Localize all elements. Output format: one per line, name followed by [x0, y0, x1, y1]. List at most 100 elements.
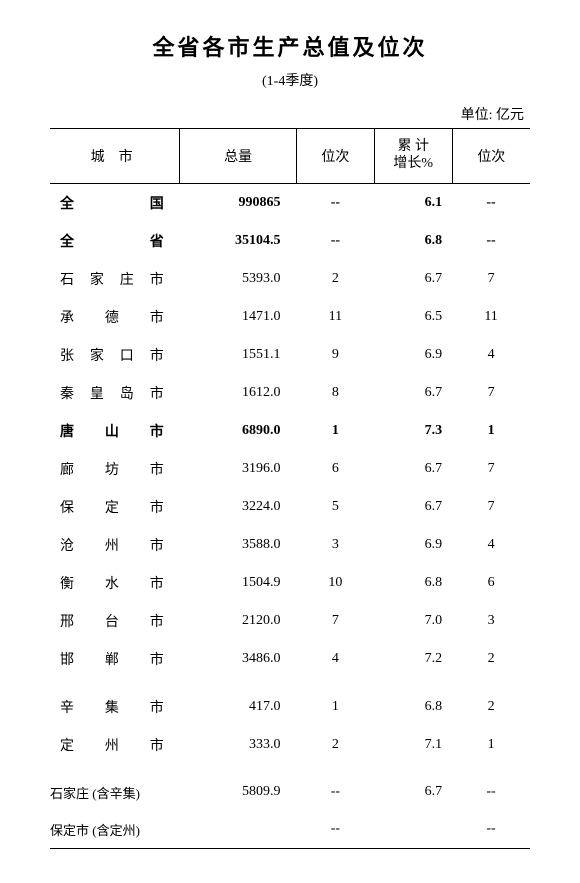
- table-row: 衡 水 市1504.9106.86: [50, 564, 530, 602]
- cell-total: [180, 811, 297, 849]
- cell-total: 990865: [180, 183, 297, 222]
- cell-total: 5809.9: [180, 774, 297, 811]
- table-row: 石家庄市5393.026.77: [50, 260, 530, 298]
- cell-growth: 6.7: [374, 260, 452, 298]
- cell-rank1: 2: [296, 260, 374, 298]
- cell-rank1: --: [296, 811, 374, 849]
- cell-city: 邢 台 市: [50, 602, 180, 640]
- cell-growth: 6.7: [374, 374, 452, 412]
- cell-growth: 6.7: [374, 450, 452, 488]
- cell-total: 1471.0: [180, 298, 297, 336]
- cell-rank2: 7: [452, 488, 530, 526]
- cell-growth: 6.5: [374, 298, 452, 336]
- cell-total: 5393.0: [180, 260, 297, 298]
- cell-rank1: 7: [296, 602, 374, 640]
- cell-rank2: --: [452, 811, 530, 849]
- cell-rank1: 1: [296, 688, 374, 726]
- cell-total: 1504.9: [180, 564, 297, 602]
- cell-total: 333.0: [180, 726, 297, 764]
- table-row: 承 德 市1471.0116.511: [50, 298, 530, 336]
- cell-rank2: 4: [452, 526, 530, 564]
- cell-rank2: 11: [452, 298, 530, 336]
- table-row: 保定市 (含定州) -- --: [50, 811, 530, 849]
- cell-city: 唐 山 市: [50, 412, 180, 450]
- cell-total: 3224.0: [180, 488, 297, 526]
- cell-rank1: 11: [296, 298, 374, 336]
- cell-growth: 7.3: [374, 412, 452, 450]
- header-rank1: 位次: [296, 129, 374, 184]
- cell-rank2: 1: [452, 726, 530, 764]
- gdp-table: 城 市 总量 位次 累 计增长% 位次 全 国990865--6.1--全 省3…: [50, 128, 530, 849]
- unit-label: 单位: 亿元: [50, 104, 530, 124]
- table-row: 全 国990865--6.1--: [50, 183, 530, 222]
- cell-city: 承 德 市: [50, 298, 180, 336]
- header-total: 总量: [180, 129, 297, 184]
- table-row: 邢 台 市2120.077.03: [50, 602, 530, 640]
- table-row: 全 省35104.5--6.8--: [50, 222, 530, 260]
- cell-rank1: 8: [296, 374, 374, 412]
- cell-total: 3196.0: [180, 450, 297, 488]
- cell-rank2: --: [452, 774, 530, 811]
- cell-growth: 6.8: [374, 688, 452, 726]
- cell-rank2: 1: [452, 412, 530, 450]
- cell-rank2: 2: [452, 640, 530, 678]
- cell-growth: 7.1: [374, 726, 452, 764]
- cell-growth: 7.2: [374, 640, 452, 678]
- table-row: 定 州 市333.027.11: [50, 726, 530, 764]
- table-row: 石家庄 (含辛集)5809.9--6.7--: [50, 774, 530, 811]
- cell-city: 张家口市: [50, 336, 180, 374]
- cell-city: 秦皇岛市: [50, 374, 180, 412]
- cell-rank2: --: [452, 222, 530, 260]
- cell-city: 衡 水 市: [50, 564, 180, 602]
- cell-city: 保 定 市: [50, 488, 180, 526]
- cell-city: 保定市 (含定州): [50, 811, 180, 849]
- cell-total: 2120.0: [180, 602, 297, 640]
- cell-growth: 6.7: [374, 488, 452, 526]
- cell-rank1: 6: [296, 450, 374, 488]
- cell-city: 辛 集 市: [50, 688, 180, 726]
- cell-total: 417.0: [180, 688, 297, 726]
- table-row: 保 定 市3224.056.77: [50, 488, 530, 526]
- cell-rank2: 6: [452, 564, 530, 602]
- cell-rank1: --: [296, 222, 374, 260]
- cell-total: 35104.5: [180, 222, 297, 260]
- cell-rank2: 2: [452, 688, 530, 726]
- table-row: 廊 坊 市3196.066.77: [50, 450, 530, 488]
- cell-rank2: 7: [452, 374, 530, 412]
- table-row: 沧 州 市3588.036.94: [50, 526, 530, 564]
- cell-rank1: 2: [296, 726, 374, 764]
- table-header-row: 城 市 总量 位次 累 计增长% 位次: [50, 129, 530, 184]
- cell-rank1: 9: [296, 336, 374, 374]
- cell-total: 6890.0: [180, 412, 297, 450]
- cell-city: 沧 州 市: [50, 526, 180, 564]
- cell-growth: 6.8: [374, 564, 452, 602]
- table-row: 唐 山 市6890.017.31: [50, 412, 530, 450]
- page-subtitle: (1-4季度): [50, 70, 530, 90]
- cell-growth: 6.9: [374, 526, 452, 564]
- table-row: 邯 郸 市3486.047.22: [50, 640, 530, 678]
- cell-growth: 6.8: [374, 222, 452, 260]
- cell-rank1: 4: [296, 640, 374, 678]
- header-growth: 累 计增长%: [374, 129, 452, 184]
- cell-city: 全 省: [50, 222, 180, 260]
- cell-city: 定 州 市: [50, 726, 180, 764]
- cell-total: 1551.1: [180, 336, 297, 374]
- cell-growth: [374, 811, 452, 849]
- cell-city: 廊 坊 市: [50, 450, 180, 488]
- cell-rank1: 3: [296, 526, 374, 564]
- cell-rank2: 7: [452, 450, 530, 488]
- spacer-row: [50, 678, 530, 688]
- cell-rank1: 5: [296, 488, 374, 526]
- cell-rank2: 7: [452, 260, 530, 298]
- cell-rank2: 3: [452, 602, 530, 640]
- cell-rank1: 1: [296, 412, 374, 450]
- spacer-row: [50, 764, 530, 774]
- page-title: 全省各市生产总值及位次: [50, 30, 530, 62]
- cell-city: 石家庄 (含辛集): [50, 774, 180, 811]
- cell-growth: 6.7: [374, 774, 452, 811]
- table-row: 秦皇岛市1612.086.77: [50, 374, 530, 412]
- cell-rank2: --: [452, 183, 530, 222]
- cell-total: 3486.0: [180, 640, 297, 678]
- cell-growth: 7.0: [374, 602, 452, 640]
- cell-rank2: 4: [452, 336, 530, 374]
